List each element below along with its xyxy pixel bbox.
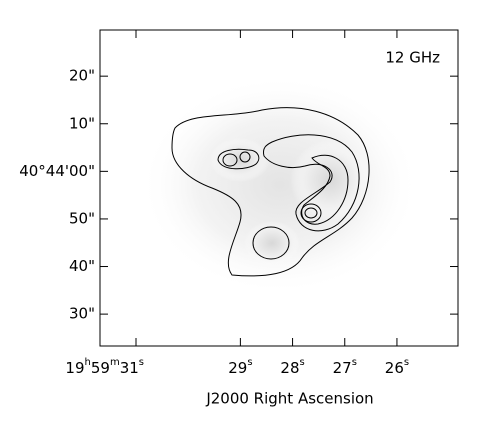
- x-tick-label: 29s: [228, 357, 252, 377]
- x-axis-label: J2000 Right Ascension: [205, 390, 373, 408]
- y-tick-label: 30": [69, 305, 95, 323]
- y-tick-label: 40°44'00": [19, 162, 95, 180]
- y-tick-label: 40": [69, 257, 95, 275]
- x-tick-label: 19h59m31s: [65, 357, 144, 377]
- plot-frame: [99, 29, 459, 347]
- contour: [239, 151, 251, 163]
- contour: [263, 134, 360, 232]
- y-tick-label: 50": [69, 209, 95, 227]
- contour: [304, 207, 318, 219]
- contour: [171, 107, 370, 277]
- contour: [217, 148, 260, 170]
- contour: [300, 203, 322, 223]
- x-tick-label: 26s: [385, 357, 409, 377]
- x-tick-label: 28s: [280, 357, 304, 377]
- y-tick-label: 20": [69, 67, 95, 85]
- contours: [171, 107, 370, 277]
- x-tick-label: 27s: [333, 357, 357, 377]
- contour: [252, 226, 290, 260]
- contour: [222, 153, 238, 167]
- y-tick-label: 10": [69, 114, 95, 132]
- annotation: 12 GHz: [385, 49, 440, 67]
